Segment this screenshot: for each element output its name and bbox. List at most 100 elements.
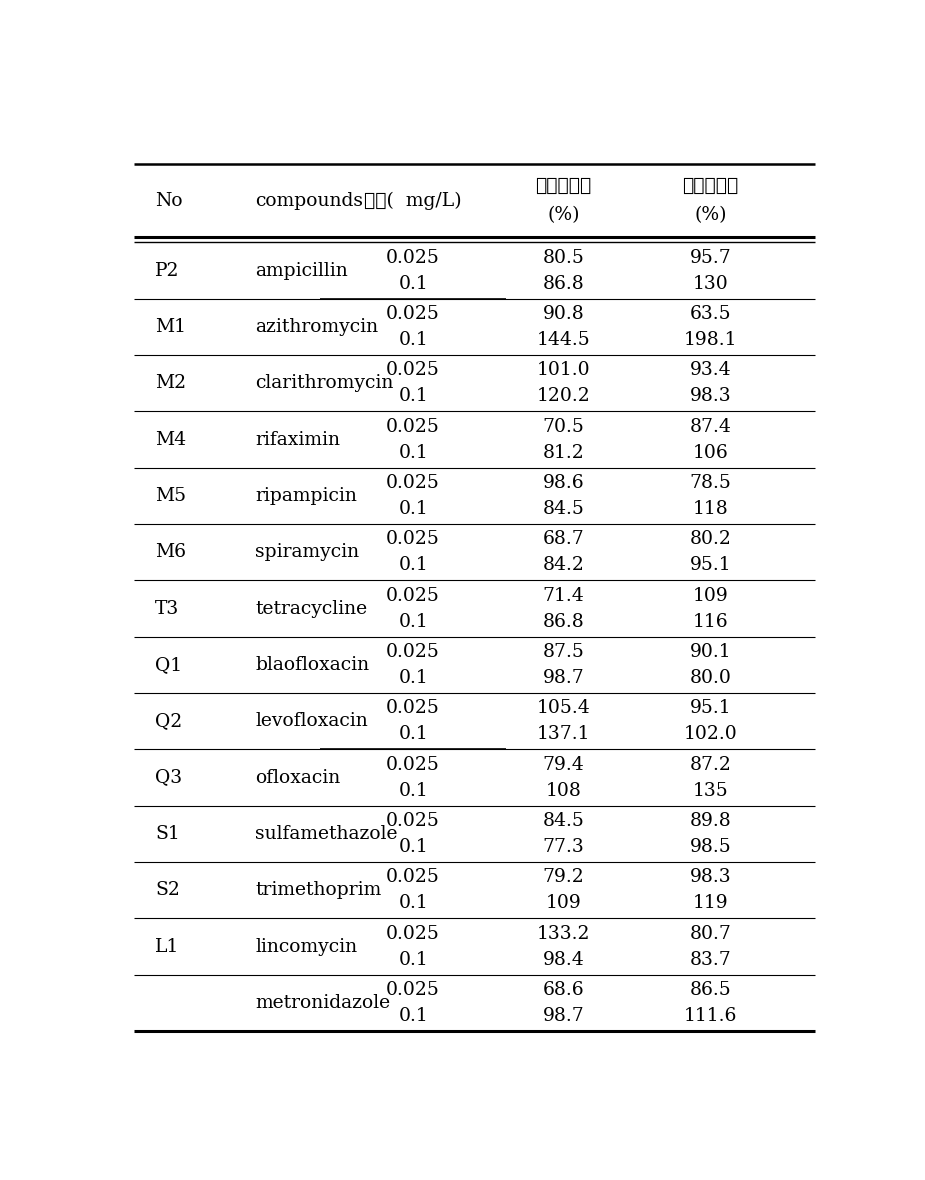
- Text: 87.2: 87.2: [690, 755, 732, 774]
- Text: 86.5: 86.5: [690, 981, 732, 999]
- Text: 98.4: 98.4: [543, 951, 585, 969]
- Text: 80.2: 80.2: [690, 530, 732, 549]
- Text: 77.3: 77.3: [543, 838, 585, 856]
- Text: Q2: Q2: [155, 713, 182, 730]
- Text: 0.1: 0.1: [399, 726, 428, 743]
- Text: 98.3: 98.3: [690, 387, 732, 405]
- Text: 0.025: 0.025: [387, 643, 440, 661]
- Text: 98.5: 98.5: [690, 838, 732, 856]
- Text: 0.025: 0.025: [387, 586, 440, 604]
- Text: 98.6: 98.6: [543, 474, 585, 492]
- Text: 0.1: 0.1: [399, 1007, 428, 1025]
- Text: M4: M4: [155, 431, 186, 448]
- Text: spiramycin: spiramycin: [255, 543, 360, 562]
- Text: 98.7: 98.7: [543, 669, 585, 687]
- Text: trimethoprim: trimethoprim: [255, 881, 382, 899]
- Text: 0.1: 0.1: [399, 556, 428, 575]
- Text: 0.1: 0.1: [399, 330, 428, 349]
- Text: P2: P2: [155, 262, 179, 280]
- Text: 98.7: 98.7: [543, 1007, 585, 1025]
- Text: 87.5: 87.5: [543, 643, 585, 661]
- Text: Q3: Q3: [155, 768, 182, 787]
- Text: 118: 118: [693, 500, 729, 518]
- Text: M1: M1: [155, 317, 186, 336]
- Text: 80.5: 80.5: [543, 249, 585, 267]
- Text: 109: 109: [546, 894, 582, 912]
- Text: 상대회수율: 상대회수율: [683, 177, 739, 195]
- Text: 98.3: 98.3: [690, 868, 732, 886]
- Text: 106: 106: [693, 444, 729, 461]
- Text: 90.8: 90.8: [543, 304, 585, 323]
- Text: 86.8: 86.8: [543, 275, 585, 293]
- Text: compounds: compounds: [255, 191, 364, 210]
- Text: 절대회수율: 절대회수율: [536, 177, 592, 195]
- Text: 0.1: 0.1: [399, 444, 428, 461]
- Text: 0.025: 0.025: [387, 755, 440, 774]
- Text: 71.4: 71.4: [543, 586, 585, 604]
- Text: 95.7: 95.7: [690, 249, 732, 267]
- Text: 0.1: 0.1: [399, 612, 428, 630]
- Text: T3: T3: [155, 599, 179, 617]
- Text: M5: M5: [155, 487, 186, 505]
- Text: blaofloxacin: blaofloxacin: [255, 656, 370, 674]
- Text: 135: 135: [693, 781, 729, 800]
- Text: 84.2: 84.2: [543, 556, 585, 575]
- Text: 0.025: 0.025: [387, 700, 440, 717]
- Text: 68.6: 68.6: [543, 981, 585, 999]
- Text: 111.6: 111.6: [684, 1007, 737, 1025]
- Text: 83.7: 83.7: [690, 951, 732, 969]
- Text: ofloxacin: ofloxacin: [255, 768, 340, 787]
- Text: 84.5: 84.5: [543, 812, 585, 830]
- Text: 70.5: 70.5: [543, 418, 585, 435]
- Text: clarithromycin: clarithromycin: [255, 374, 394, 392]
- Text: 78.5: 78.5: [690, 474, 732, 492]
- Text: 68.7: 68.7: [543, 530, 585, 549]
- Text: S1: S1: [155, 825, 179, 843]
- Text: 89.8: 89.8: [690, 812, 732, 830]
- Text: azithromycin: azithromycin: [255, 317, 378, 336]
- Text: Q1: Q1: [155, 656, 182, 674]
- Text: 0.025: 0.025: [387, 812, 440, 830]
- Text: 102.0: 102.0: [684, 726, 737, 743]
- Text: 80.0: 80.0: [690, 669, 732, 687]
- Text: 95.1: 95.1: [690, 700, 732, 717]
- Text: 133.2: 133.2: [536, 925, 590, 943]
- Text: 농도(  mg/L): 농도( mg/L): [364, 191, 462, 210]
- Text: metronidazole: metronidazole: [255, 994, 390, 1012]
- Text: 95.1: 95.1: [690, 556, 732, 575]
- Text: 0.025: 0.025: [387, 249, 440, 267]
- Text: 198.1: 198.1: [684, 330, 737, 349]
- Text: 137.1: 137.1: [536, 726, 590, 743]
- Text: M6: M6: [155, 543, 186, 562]
- Text: 0.025: 0.025: [387, 474, 440, 492]
- Text: 0.1: 0.1: [399, 669, 428, 687]
- Text: tetracycline: tetracycline: [255, 599, 367, 617]
- Text: 86.8: 86.8: [543, 612, 585, 630]
- Text: 90.1: 90.1: [690, 643, 732, 661]
- Text: 0.1: 0.1: [399, 951, 428, 969]
- Text: 0.1: 0.1: [399, 500, 428, 518]
- Text: 79.4: 79.4: [543, 755, 585, 774]
- Text: sulfamethazole: sulfamethazole: [255, 825, 398, 843]
- Text: 84.5: 84.5: [543, 500, 585, 518]
- Text: 130: 130: [693, 275, 729, 293]
- Text: ripampicin: ripampicin: [255, 487, 357, 505]
- Text: lincomycin: lincomycin: [255, 938, 358, 956]
- Text: 0.025: 0.025: [387, 925, 440, 943]
- Text: 0.1: 0.1: [399, 838, 428, 856]
- Text: S2: S2: [155, 881, 180, 899]
- Text: 63.5: 63.5: [690, 304, 732, 323]
- Text: 0.025: 0.025: [387, 981, 440, 999]
- Text: 101.0: 101.0: [536, 361, 590, 379]
- Text: 116: 116: [693, 612, 729, 630]
- Text: 0.1: 0.1: [399, 275, 428, 293]
- Text: 87.4: 87.4: [690, 418, 732, 435]
- Text: 0.025: 0.025: [387, 530, 440, 549]
- Text: (%): (%): [548, 206, 580, 224]
- Text: 0.1: 0.1: [399, 894, 428, 912]
- Text: 105.4: 105.4: [536, 700, 590, 717]
- Text: 0.1: 0.1: [399, 781, 428, 800]
- Text: (%): (%): [695, 206, 727, 224]
- Text: 80.7: 80.7: [690, 925, 732, 943]
- Text: 144.5: 144.5: [536, 330, 590, 349]
